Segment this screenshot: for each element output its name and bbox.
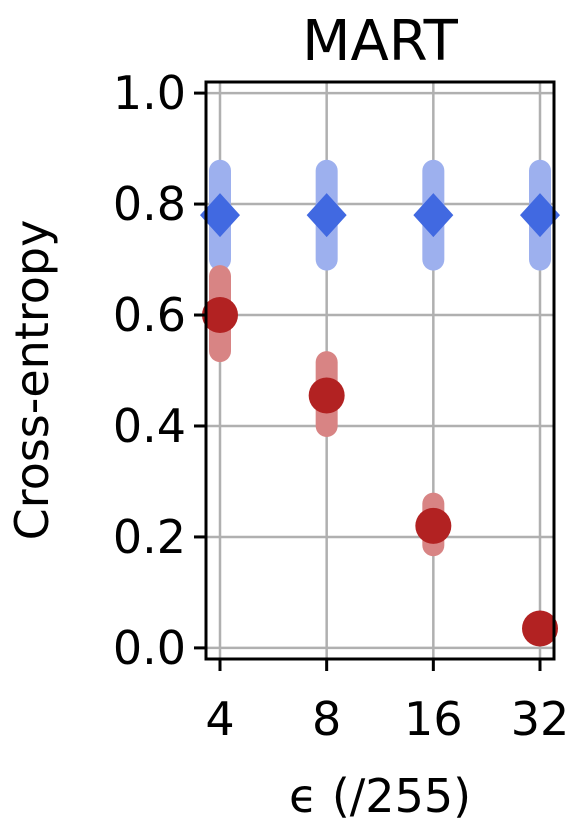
diamond-point xyxy=(520,193,560,238)
circle-point xyxy=(415,507,452,544)
x-tick-label: 4 xyxy=(205,692,234,746)
error-bars xyxy=(209,159,551,557)
grid xyxy=(206,82,554,659)
y-axis-label: Cross-entropy xyxy=(5,220,59,541)
y-tick-label: 0.8 xyxy=(113,177,186,231)
markers xyxy=(200,193,560,647)
plot-frame xyxy=(204,80,556,661)
x-tick-label: 8 xyxy=(312,692,341,746)
y-tick-label: 0.0 xyxy=(113,621,186,675)
x-tick-label: 16 xyxy=(404,692,463,746)
circle-point xyxy=(308,377,345,414)
x-tick-label: 32 xyxy=(511,692,570,746)
y-tick-label: 0.6 xyxy=(113,288,186,342)
diamond-point xyxy=(413,193,454,238)
ticks: 4 8 16 32 0.0 0.2 0.4 0.6 0.8 1.0 xyxy=(113,66,569,746)
circle-point xyxy=(522,610,558,647)
diamond-point xyxy=(200,193,240,238)
x-axis-label: ϵ (/255) xyxy=(289,769,471,823)
y-tick-label: 0.2 xyxy=(113,510,186,564)
y-tick-label: 1.0 xyxy=(113,66,186,120)
circle-point xyxy=(202,297,238,334)
chart-title: MART xyxy=(302,9,458,74)
y-tick-label: 0.4 xyxy=(113,399,186,453)
diamond-point xyxy=(306,193,347,238)
